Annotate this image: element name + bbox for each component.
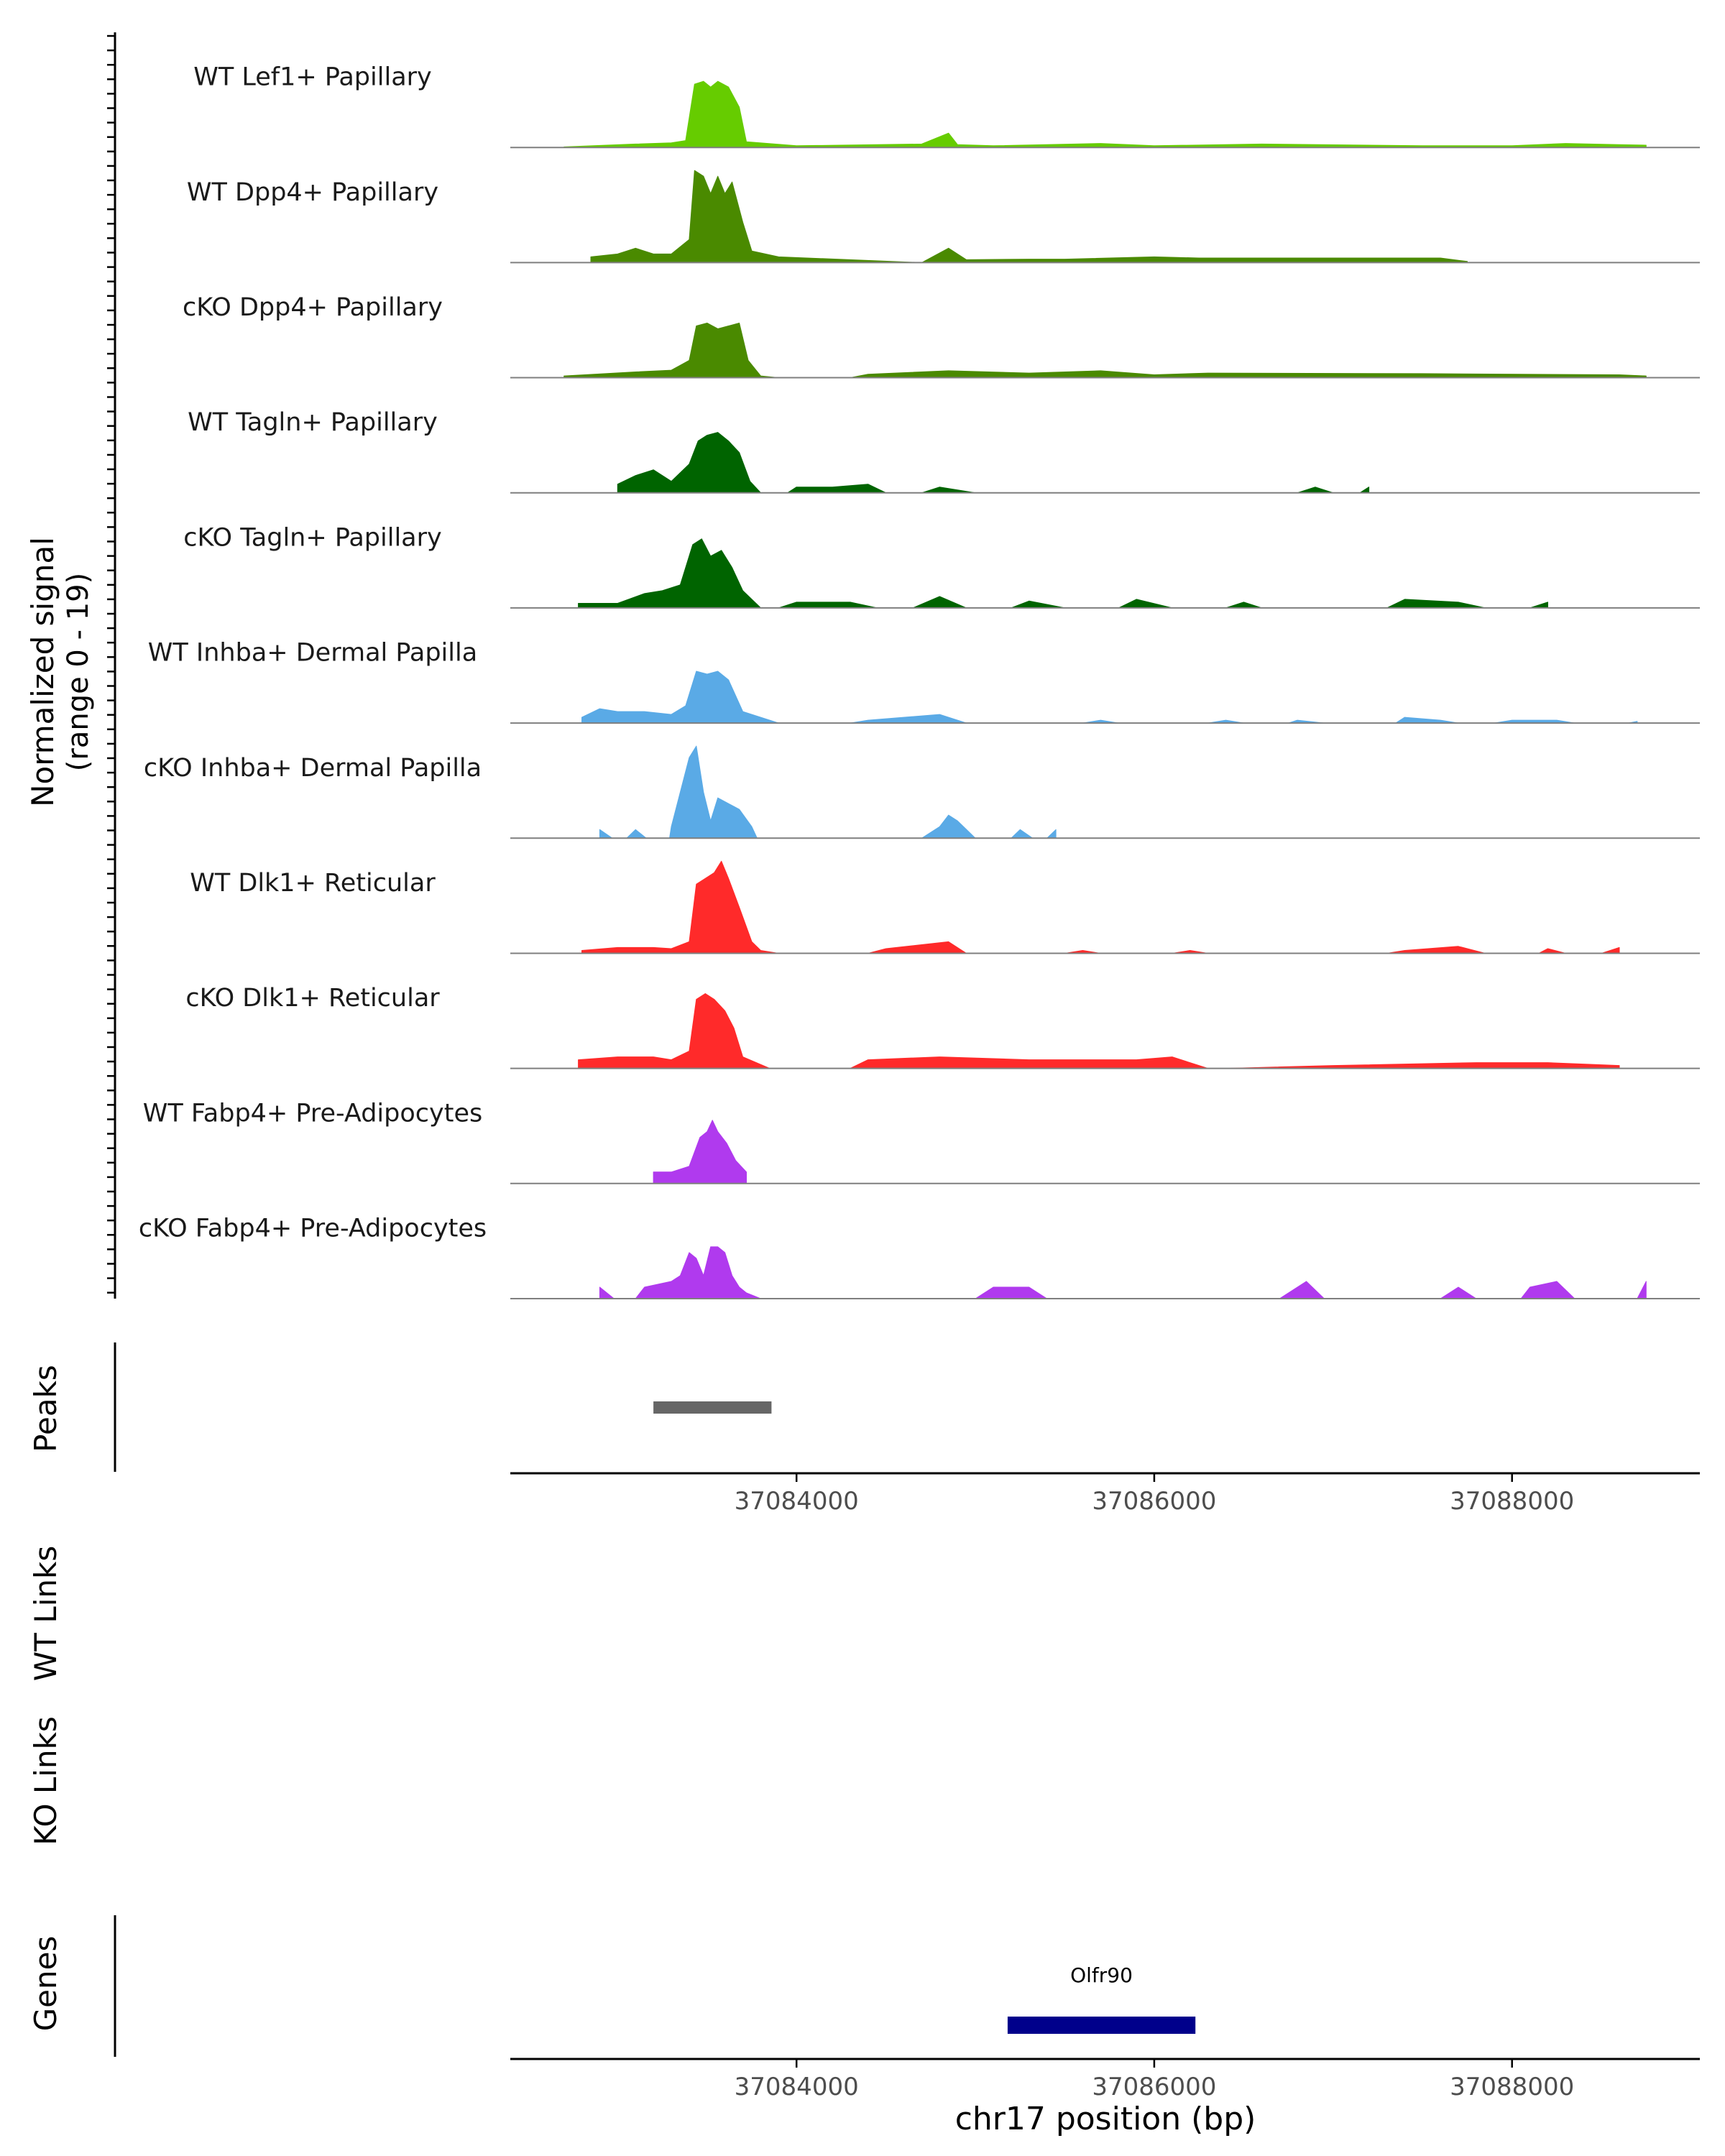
track-11-label: cKO Fabp4+ Pre-Adipocytes (139, 1215, 487, 1243)
track-1: WT Lef1+ Papillary (193, 63, 1700, 149)
peaks-x-tick-label: 37086000 (1092, 1487, 1216, 1516)
track-8: WT Dlk1+ Reticular (190, 860, 1700, 954)
track-11: cKO Fabp4+ Pre-Adipocytes (139, 1215, 1700, 1299)
genes-x-tick-label: 37084000 (735, 2073, 859, 2101)
track-5-coverage-area (578, 538, 1548, 609)
track-11-coverage-area (599, 1246, 1647, 1299)
track-5-label: cKO Tagln+ Papillary (183, 523, 442, 552)
track-8-coverage-area (581, 860, 1620, 954)
track-4: WT Tagln+ Papillary (188, 408, 1700, 494)
track-2: WT Dpp4+ Papillary (187, 170, 1700, 264)
track-1-coverage-area (564, 80, 1647, 148)
track-2-coverage-area (590, 170, 1468, 263)
track-8-label: WT Dlk1+ Reticular (190, 869, 436, 898)
track-10: WT Fabp4+ Pre-Adipocytes (143, 1099, 1700, 1184)
coverage-y-axis-label-line2: (range 0 - 19) (62, 573, 95, 771)
gene-label-1: Olfr90 (1070, 1963, 1133, 1987)
genes-y-axis-label: Genes (28, 1936, 63, 2032)
track-3: cKO Dpp4+ Papillary (183, 293, 1700, 379)
peaks-x-tick-label: 37084000 (735, 1487, 859, 1516)
peaks-x-tick-label: 37088000 (1450, 1487, 1574, 1516)
wt-links-y-axis-label: WT Links (28, 1546, 63, 1681)
coverage-y-axis-label-line1: Normalized signal (25, 537, 60, 807)
track-9-label: cKO Dlk1+ Reticular (185, 984, 440, 1013)
track-9: cKO Dlk1+ Reticular (185, 984, 1700, 1069)
track-9-coverage-area (578, 993, 1620, 1069)
track-6-coverage-area (581, 671, 1638, 724)
peak-region-1 (653, 1401, 772, 1414)
track-7-label: cKO Inhba+ Dermal Papilla (144, 754, 482, 783)
track-4-coverage-area (617, 432, 1370, 494)
x-axis-title: chr17 position (bp) (955, 2101, 1256, 2137)
peaks-panel: 37084000 37086000 37088000 (114, 1342, 1700, 1516)
track-3-coverage-area (564, 323, 1647, 378)
track-10-coverage-area (653, 1120, 747, 1184)
track-2-label: WT Dpp4+ Papillary (187, 178, 438, 207)
track-3-label: cKO Dpp4+ Papillary (183, 293, 443, 322)
track-7-coverage-area (599, 745, 1057, 839)
genes-x-tick-label: 37086000 (1092, 2073, 1216, 2101)
track-6: WT Inhba+ Dermal Papilla (148, 639, 1700, 724)
peaks-y-axis-label: Peaks (28, 1365, 63, 1452)
track-6-label: WT Inhba+ Dermal Papilla (148, 639, 477, 668)
track-1-label: WT Lef1+ Papillary (193, 63, 432, 92)
gene-body-1 (1007, 2017, 1196, 2034)
track-10-label: WT Fabp4+ Pre-Adipocytes (143, 1099, 482, 1128)
genes-x-tick-label: 37088000 (1450, 2073, 1574, 2101)
genes-panel: Olfr90 37084000 37086000 37088000 (114, 1915, 1700, 2101)
track-5: cKO Tagln+ Papillary (183, 523, 1700, 609)
ko-links-y-axis-label: KO Links (28, 1716, 63, 1846)
coverage-panel: WT Lef1+ Papillary WT Dpp4+ Papillary cKO … (107, 32, 1700, 1299)
track-7: cKO Inhba+ Dermal Papilla (144, 745, 1700, 839)
track-4-label: WT Tagln+ Papillary (188, 408, 438, 437)
